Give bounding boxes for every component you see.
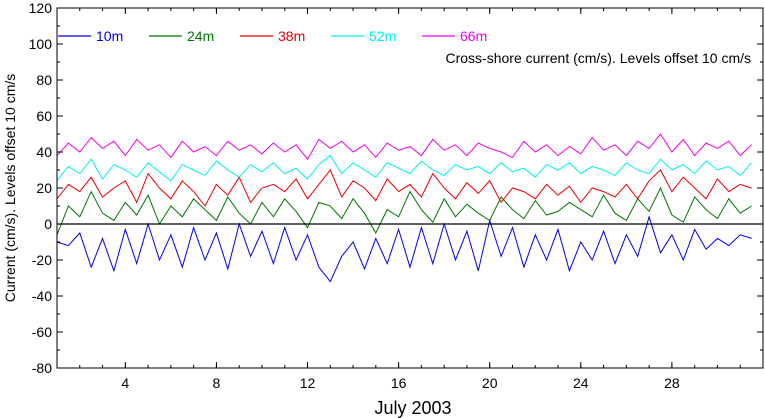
series-line-10m <box>56 215 752 283</box>
series-line-38m <box>56 169 752 207</box>
x-tick-label: 28 <box>664 375 680 391</box>
legend-label-38m: 38m <box>278 28 305 44</box>
y-tick-label: 0 <box>44 216 52 232</box>
legend: 10m 24m 38m 52m 66m <box>58 28 487 44</box>
y-axis-title: Current (cm/s). Levels offset 10 cm/s <box>2 74 18 302</box>
chart-annotation: Cross-shore current (cm/s). Levels offse… <box>446 50 752 66</box>
y-tick-label: 60 <box>36 108 52 124</box>
y-tick-label: -40 <box>32 288 52 304</box>
y-tick-label: -80 <box>32 360 52 376</box>
series-line-52m <box>56 154 752 182</box>
y-tick-label: 20 <box>36 180 52 196</box>
series-line-66m <box>56 133 752 161</box>
legend-label-66m: 66m <box>460 28 487 44</box>
x-axis-title: July 2003 <box>374 398 451 418</box>
x-tick-label: 12 <box>300 375 316 391</box>
legend-label-52m: 52m <box>369 28 396 44</box>
y-tick-label: 40 <box>36 144 52 160</box>
x-tick-label: 16 <box>391 375 407 391</box>
x-tick-label: 24 <box>573 375 589 391</box>
y-tick-label: -20 <box>32 252 52 268</box>
x-axis: 4 8 12 16 20 24 28 <box>56 8 764 391</box>
x-tick-label: 8 <box>213 375 221 391</box>
y-tick-label: -60 <box>32 324 52 340</box>
y-tick-label: 80 <box>36 72 52 88</box>
y-axis: -80 -60 -40 -20 0 20 40 60 80 100 120 <box>29 0 763 376</box>
x-tick-label: 4 <box>121 375 129 391</box>
y-tick-label: 100 <box>29 36 53 52</box>
series-lines <box>56 133 752 283</box>
y-tick-label: 120 <box>29 0 53 16</box>
plot-area <box>57 8 763 368</box>
legend-label-24m: 24m <box>187 28 214 44</box>
series-line-24m <box>56 186 752 235</box>
legend-label-10m: 10m <box>96 28 123 44</box>
x-tick-label: 20 <box>482 375 498 391</box>
